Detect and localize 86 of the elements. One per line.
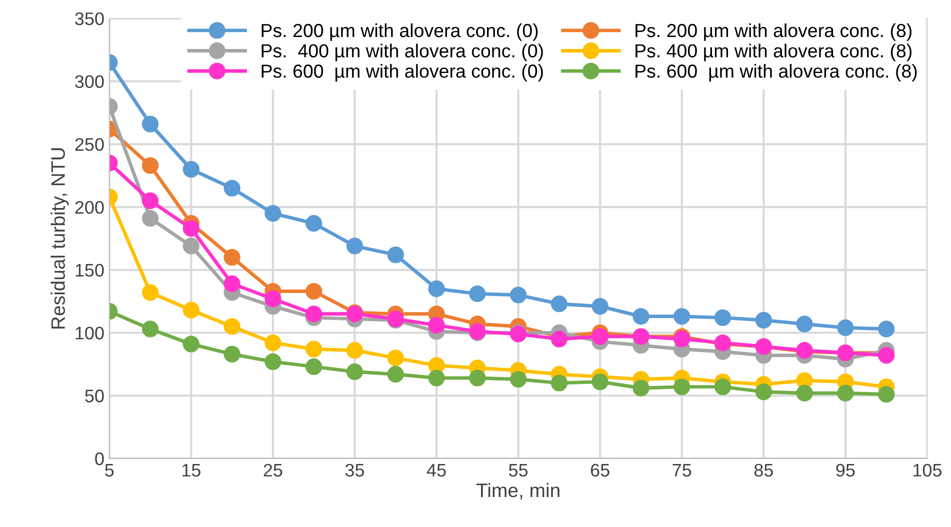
x-tick-label: 95 — [836, 464, 855, 477]
x-tick-label: 75 — [672, 464, 692, 477]
x-tick-label: 85 — [754, 464, 773, 477]
y-tick-label: 0 — [95, 452, 104, 466]
point — [510, 370, 527, 388]
point — [387, 366, 404, 383]
point — [305, 306, 322, 322]
point — [142, 157, 159, 174]
x-axis-title: Time, min — [476, 482, 560, 500]
point — [182, 160, 200, 178]
point — [428, 280, 445, 298]
point — [878, 320, 895, 338]
point — [224, 275, 240, 292]
x-tick-label: 105 — [914, 464, 942, 477]
y-tick-label: 300 — [75, 75, 104, 88]
point — [142, 320, 159, 338]
point — [305, 215, 322, 232]
y-tick-label: 250 — [75, 138, 104, 151]
point — [387, 246, 404, 264]
point — [264, 353, 282, 370]
point — [714, 309, 732, 326]
x-tick-label: 55 — [508, 464, 528, 477]
point — [674, 378, 690, 396]
legend-label: Ps. 400 µm with alovera conc. (8) — [636, 44, 912, 62]
point — [755, 312, 772, 329]
y-tick-label: 100 — [76, 326, 104, 340]
point — [182, 220, 200, 237]
point — [346, 342, 364, 359]
point — [142, 284, 159, 301]
point — [796, 316, 813, 332]
legend-label: Ps. 400 µm with alovera conc. (0) — [262, 44, 543, 62]
point — [469, 285, 486, 302]
y-tick-label: 150 — [76, 264, 104, 277]
point — [878, 386, 895, 403]
legend-label: Ps. 600 µm with alovera conc. (8) — [636, 64, 917, 82]
point — [264, 334, 282, 352]
point — [224, 248, 240, 266]
point — [428, 316, 445, 334]
point — [755, 384, 772, 400]
x-tick-label: 25 — [264, 464, 282, 477]
point — [182, 336, 200, 352]
point — [674, 308, 690, 325]
point — [346, 363, 364, 380]
point — [224, 346, 240, 362]
x-tick-label: 65 — [590, 464, 610, 477]
point — [142, 116, 159, 132]
point — [182, 238, 200, 254]
point — [305, 340, 322, 358]
x-tick-label: 15 — [182, 464, 200, 477]
point — [878, 347, 895, 364]
legend-label: Ps. 200 µm with alovera conc. (8) — [636, 23, 912, 41]
y-tick-label: 350 — [75, 12, 104, 26]
point — [796, 384, 813, 402]
point — [224, 180, 240, 197]
y-tick-label: 200 — [75, 200, 104, 214]
point — [632, 380, 650, 396]
point — [714, 378, 732, 396]
point — [142, 192, 159, 210]
legend-label: Ps. 600 µm with alovera conc. (0) — [262, 64, 543, 82]
point — [182, 302, 200, 318]
point — [428, 370, 445, 386]
point — [592, 328, 608, 345]
point — [592, 298, 608, 315]
x-tick-label: 45 — [426, 464, 446, 477]
y-axis-title: Residual turbity, NTU — [50, 148, 69, 329]
point — [264, 290, 282, 308]
legend-label: Ps. 200 µm with alovera conc. (0) — [262, 23, 538, 41]
point — [632, 308, 650, 325]
point — [550, 330, 568, 348]
point — [550, 296, 568, 312]
point — [837, 319, 854, 336]
point — [510, 286, 527, 304]
point — [305, 358, 322, 376]
x-tick-label: 35 — [345, 464, 364, 477]
point — [550, 374, 568, 392]
point — [224, 318, 240, 335]
point — [305, 282, 322, 300]
point — [469, 370, 486, 386]
x-tick-label: 5 — [105, 464, 114, 477]
y-tick-label: 50 — [85, 390, 104, 402]
point — [346, 238, 364, 254]
point — [387, 350, 404, 366]
point — [837, 384, 854, 402]
point — [592, 373, 608, 390]
point — [264, 204, 282, 222]
point — [142, 210, 159, 227]
